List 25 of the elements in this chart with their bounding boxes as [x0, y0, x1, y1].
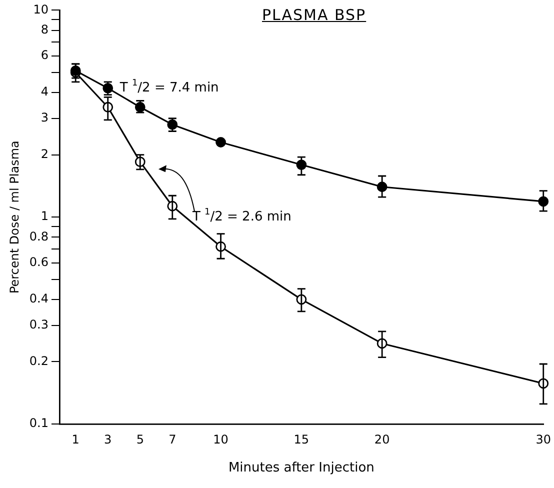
x-tick-label: 20 [374, 432, 390, 446]
y-tick-label: 2 [40, 146, 48, 161]
x-tick-label: 15 [294, 432, 310, 446]
y-tick-label: 6 [40, 48, 48, 62]
y-tick-label: 10 [33, 2, 48, 16]
x-tick-label: 10 [213, 432, 228, 446]
y-tick-label: 0.4 [29, 292, 48, 306]
y-tick-label: 8 [40, 22, 48, 36]
y-tick-label: 1 [40, 209, 48, 224]
x-tick-label: 30 [536, 432, 552, 446]
point [216, 137, 226, 148]
x-tick-label: 7 [168, 432, 176, 446]
y-tick-label: 0.8 [29, 229, 48, 244]
y-tick-label: 4 [40, 84, 48, 99]
y-tick-label: 3 [40, 110, 48, 125]
y-tick-label: 0.3 [29, 317, 48, 332]
y-tick-label: 0.6 [29, 255, 48, 270]
x-axis-title: Minutes after Injection [228, 460, 374, 476]
x-tick-label: 1 [72, 432, 80, 446]
y-tick-label: 0.1 [29, 416, 48, 430]
chart-title: PLASMA BSP [262, 6, 366, 24]
y-tick-label: 0.2 [29, 354, 48, 368]
x-tick-label: 3 [104, 432, 112, 446]
x-tick-label: 5 [136, 432, 144, 446]
y-axis-title: Percent Dose / ml Plasma [7, 140, 22, 294]
